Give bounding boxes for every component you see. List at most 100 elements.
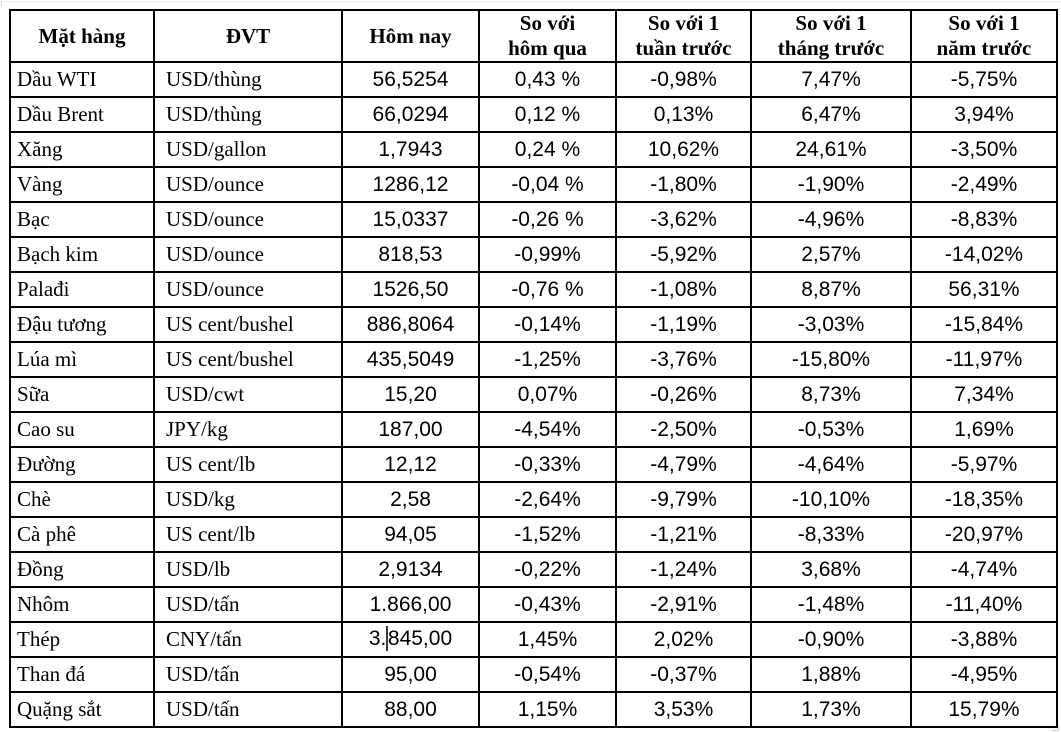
cell-vs-yesterday[interactable]: -0,76 %	[478, 271, 617, 308]
cell-vs-week[interactable]: -1,80%	[615, 166, 752, 203]
cell-vs-week[interactable]: 10,62%	[615, 131, 752, 168]
cell-today[interactable]: 818,53	[341, 236, 480, 273]
cell-unit[interactable]: USD/tấn	[153, 656, 343, 693]
cell-commodity[interactable]: Vàng	[9, 166, 155, 203]
cell-vs-week[interactable]: -5,92%	[615, 236, 752, 273]
cell-today[interactable]: 886,8064	[341, 306, 480, 343]
col-header-today[interactable]: Hôm nay	[341, 9, 480, 63]
cell-today[interactable]: 1286,12	[341, 166, 480, 203]
cell-unit[interactable]: USD/thùng	[153, 61, 343, 98]
cell-unit[interactable]: USD/gallon	[153, 131, 343, 168]
cell-vs-week[interactable]: 3,53%	[615, 691, 752, 728]
cell-today[interactable]: 56,5254	[341, 61, 480, 98]
cell-vs-year[interactable]: -3,88%	[910, 621, 1058, 658]
cell-unit[interactable]: USD/ounce	[153, 201, 343, 238]
cell-vs-week[interactable]: 0,13%	[615, 96, 752, 133]
cell-vs-year[interactable]: -11,97%	[910, 341, 1058, 378]
cell-commodity[interactable]: Thép	[9, 621, 155, 658]
cell-commodity[interactable]: Lúa mì	[9, 341, 155, 378]
cell-commodity[interactable]: Nhôm	[9, 586, 155, 623]
cell-unit[interactable]: US cent/lb	[153, 446, 343, 483]
cell-vs-week[interactable]: -0,26%	[615, 376, 752, 413]
cell-commodity[interactable]: Xăng	[9, 131, 155, 168]
cell-vs-year[interactable]: 15,79%	[910, 691, 1058, 728]
cell-vs-month[interactable]: -4,96%	[750, 201, 912, 238]
cell-vs-yesterday[interactable]: 0,24 %	[478, 131, 617, 168]
cell-commodity[interactable]: Bạc	[9, 201, 155, 238]
cell-vs-week[interactable]: -1,21%	[615, 516, 752, 553]
cell-unit[interactable]: USD/cwt	[153, 376, 343, 413]
cell-vs-year[interactable]: -11,40%	[910, 586, 1058, 623]
cell-commodity[interactable]: Cà phê	[9, 516, 155, 553]
cell-vs-month[interactable]: 1,73%	[750, 691, 912, 728]
col-header-vs-year[interactable]: So với 1 năm trước	[910, 9, 1058, 63]
cell-today[interactable]: 15,0337	[341, 201, 480, 238]
cell-vs-month[interactable]: -1,48%	[750, 586, 912, 623]
cell-vs-yesterday[interactable]: -0,54%	[478, 656, 617, 693]
cell-vs-month[interactable]: -10,10%	[750, 481, 912, 518]
cell-vs-year[interactable]: -15,84%	[910, 306, 1058, 343]
cell-vs-year[interactable]: -5,75%	[910, 61, 1058, 98]
cell-vs-week[interactable]: -3,76%	[615, 341, 752, 378]
cell-today[interactable]: 435,5049	[341, 341, 480, 378]
cell-vs-month[interactable]: 6,47%	[750, 96, 912, 133]
cell-vs-year[interactable]: 56,31%	[910, 271, 1058, 308]
cell-vs-year[interactable]: 7,34%	[910, 376, 1058, 413]
cell-vs-week[interactable]: -2,50%	[615, 411, 752, 448]
cell-vs-month[interactable]: 8,87%	[750, 271, 912, 308]
cell-vs-week[interactable]: -1,19%	[615, 306, 752, 343]
cell-vs-yesterday[interactable]: -1,52%	[478, 516, 617, 553]
cell-vs-yesterday[interactable]: 0,12 %	[478, 96, 617, 133]
cell-vs-yesterday[interactable]: -1,25%	[478, 341, 617, 378]
cell-today[interactable]: 12,12	[341, 446, 480, 483]
cell-today[interactable]: 94,05	[341, 516, 480, 553]
cell-vs-yesterday[interactable]: 1,45%	[478, 621, 617, 658]
cell-vs-month[interactable]: -0,53%	[750, 411, 912, 448]
cell-vs-month[interactable]: -1,90%	[750, 166, 912, 203]
cell-vs-month[interactable]: -8,33%	[750, 516, 912, 553]
cell-vs-yesterday[interactable]: -4,54%	[478, 411, 617, 448]
cell-commodity[interactable]: Dầu Brent	[9, 96, 155, 133]
cell-vs-year[interactable]: -18,35%	[910, 481, 1058, 518]
cell-vs-yesterday[interactable]: -0,04 %	[478, 166, 617, 203]
cell-vs-week[interactable]: -9,79%	[615, 481, 752, 518]
cell-vs-year[interactable]: 1,69%	[910, 411, 1058, 448]
cell-vs-month[interactable]: 7,47%	[750, 61, 912, 98]
cell-vs-year[interactable]: -2,49%	[910, 166, 1058, 203]
cell-vs-month[interactable]: 1,88%	[750, 656, 912, 693]
cell-unit[interactable]: CNY/tấn	[153, 621, 343, 658]
cell-today[interactable]: 1,7943	[341, 131, 480, 168]
cell-today[interactable]: 3.845,00	[341, 621, 480, 658]
cell-commodity[interactable]: Cao su	[9, 411, 155, 448]
cell-vs-month[interactable]: -3,03%	[750, 306, 912, 343]
cell-today[interactable]: 2,9134	[341, 551, 480, 588]
cell-commodity[interactable]: Quặng sắt	[9, 691, 155, 728]
cell-vs-week[interactable]: -0,98%	[615, 61, 752, 98]
cell-vs-yesterday[interactable]: -0,14%	[478, 306, 617, 343]
cell-today[interactable]: 95,00	[341, 656, 480, 693]
cell-commodity[interactable]: Đậu tương	[9, 306, 155, 343]
cell-vs-month[interactable]: 24,61%	[750, 131, 912, 168]
cell-vs-year[interactable]: -4,74%	[910, 551, 1058, 588]
cell-today[interactable]: 66,0294	[341, 96, 480, 133]
cell-vs-yesterday[interactable]: -0,33%	[478, 446, 617, 483]
cell-unit[interactable]: US cent/bushel	[153, 341, 343, 378]
cell-unit[interactable]: USD/ounce	[153, 166, 343, 203]
cell-vs-week[interactable]: -4,79%	[615, 446, 752, 483]
cell-vs-yesterday[interactable]: -0,43%	[478, 586, 617, 623]
cell-unit[interactable]: US cent/lb	[153, 516, 343, 553]
cell-vs-week[interactable]: -2,91%	[615, 586, 752, 623]
cell-vs-yesterday[interactable]: -2,64%	[478, 481, 617, 518]
cell-commodity[interactable]: Than đá	[9, 656, 155, 693]
cell-vs-year[interactable]: 3,94%	[910, 96, 1058, 133]
cell-commodity[interactable]: Đồng	[9, 551, 155, 588]
cell-vs-year[interactable]: -3,50%	[910, 131, 1058, 168]
cell-unit[interactable]: US cent/bushel	[153, 306, 343, 343]
cell-today[interactable]: 88,00	[341, 691, 480, 728]
cell-vs-month[interactable]: -0,90%	[750, 621, 912, 658]
col-header-vs-week[interactable]: So với 1 tuần trước	[615, 9, 752, 63]
cell-today[interactable]: 15,20	[341, 376, 480, 413]
cell-unit[interactable]: USD/lb	[153, 551, 343, 588]
col-header-vs-yesterday[interactable]: So với hôm qua	[478, 9, 617, 63]
cell-vs-month[interactable]: 2,57%	[750, 236, 912, 273]
